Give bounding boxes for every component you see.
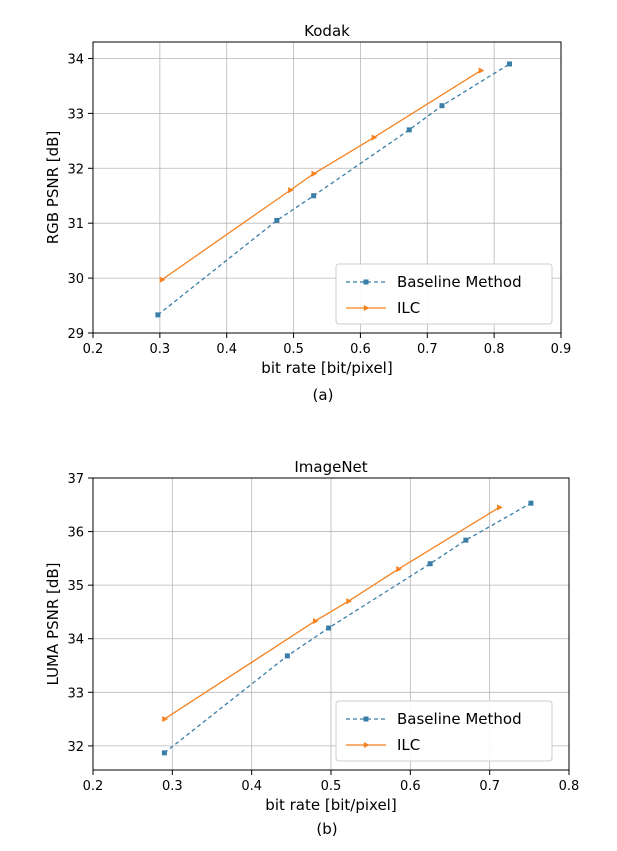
x-tick-label: 0.5 [321,779,342,794]
x-tick-label: 0.2 [83,342,104,357]
y-tick-label: 30 [67,272,84,287]
x-tick-label: 0.7 [417,342,438,357]
legend-label-0: Baseline Method [397,273,522,291]
y-tick-label: 34 [67,52,84,67]
data-point-square [463,537,469,543]
data-point-triangle [497,504,503,511]
data-point-square [507,61,513,67]
data-point-square [406,127,412,133]
legend-marker-square [363,716,369,722]
data-point-square [311,193,317,199]
y-tick-label: 36 [67,526,84,541]
series-line-0 [163,502,532,754]
data-point-square [427,561,433,567]
data-point-triangle [162,716,168,723]
y-tick-label: 37 [67,472,84,487]
data-point-triangle [312,617,319,625]
legend: Baseline Method ILC [335,700,553,762]
legend-marker-triangle [363,304,370,312]
x-tick-label: 0.8 [559,779,580,794]
data-point-square [528,500,534,506]
series-line-0 [157,63,510,316]
data-point-triangle [478,67,485,74]
data-point-square [439,103,445,109]
x-tick-label: 0.4 [216,342,237,357]
chart-title: Kodak [304,22,350,40]
x-tick-label: 0.8 [484,342,505,357]
x-tick-label: 0.3 [150,342,171,357]
legend-label-0: Baseline Method [397,710,522,728]
legend-marker-square [363,279,369,285]
legend-label-1: ILC [397,299,420,317]
x-tick-label: 0.2 [83,779,104,794]
y-tick-label: 32 [67,162,84,177]
legend-label-1: ILC [397,736,420,754]
y-tick-label: 33 [67,107,84,122]
x-axis-label: bit rate [bit/pixel] [261,359,392,377]
x-tick-label: 0.9 [551,342,572,357]
legend-box [335,700,553,762]
data-point-square [155,312,161,318]
figure-caption: (b) [316,820,337,838]
data-point-triangle [396,566,403,573]
legend-box [335,263,553,325]
axes-frame [92,477,570,771]
axes-frame [92,41,562,334]
x-tick-label: 0.6 [350,342,371,357]
x-tick-label: 0.6 [400,779,421,794]
y-tick-label: 29 [67,327,84,342]
x-axis-label: bit rate [bit/pixel] [265,796,396,814]
data-point-square [326,625,332,631]
y-tick-label: 32 [67,740,84,755]
y-axis-label: LUMA PSNR [dB] [44,562,62,685]
x-tick-label: 0.4 [241,779,262,794]
x-tick-label: 0.5 [283,342,304,357]
legend-marker-triangle [363,741,370,749]
chart-0: 0.2 0.3 0.4 0.5 0.6 0.7 0.8 0.9 29 30 31 32 33 34 Koda… [44,22,571,404]
data-point-square [274,217,280,223]
data-point-triangle [346,598,353,605]
y-tick-label: 31 [67,217,84,232]
x-tick-label: 0.3 [162,779,183,794]
data-point-triangle [311,170,318,177]
y-tick-label: 35 [67,579,84,594]
chart-1: 0.2 0.3 0.4 0.5 0.6 0.7 0.8 32 33 34 35 36 37 ImageNe… [44,458,579,838]
data-point-triangle [159,276,166,283]
legend: Baseline Method ILC [335,263,553,325]
data-point-triangle [371,134,378,141]
x-tick-label: 0.7 [479,779,500,794]
data-point-triangle [288,187,294,194]
data-point-square [284,653,290,659]
y-tick-label: 33 [67,686,84,701]
y-tick-label: 34 [67,633,84,648]
figure-caption: (a) [313,386,334,404]
data-point-square [161,750,167,756]
y-axis-label: RGB PSNR [dB] [44,131,62,245]
chart-title: ImageNet [294,458,367,476]
